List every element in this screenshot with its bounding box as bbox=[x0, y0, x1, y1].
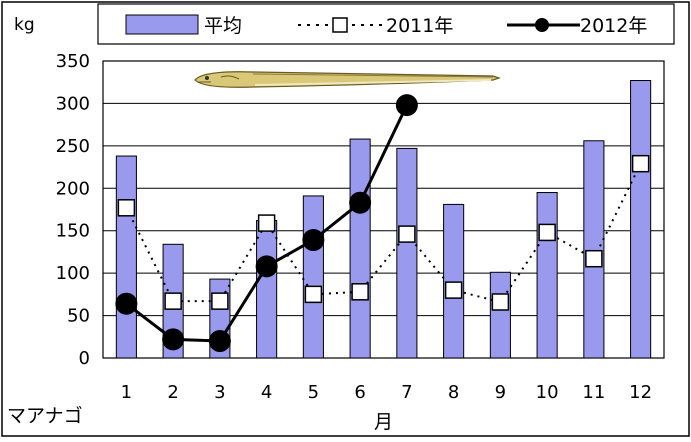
marker-2011 bbox=[631, 154, 650, 173]
marker-2011 bbox=[398, 225, 416, 243]
marker-2012 bbox=[208, 330, 231, 353]
y-unit-label: kg bbox=[14, 15, 35, 35]
bar-average bbox=[583, 140, 605, 359]
x-tick-label: 1 bbox=[121, 382, 132, 403]
line-series-2012 bbox=[115, 94, 418, 353]
y-tick-label: 350 bbox=[56, 51, 90, 72]
x-tick-label: 2 bbox=[167, 382, 178, 403]
marker-2011 bbox=[585, 249, 603, 268]
x-tick-label: 11 bbox=[582, 382, 605, 403]
legend-swatch-average bbox=[125, 14, 199, 35]
y-tick-label: 100 bbox=[56, 263, 90, 284]
y-tick-label: 50 bbox=[67, 306, 90, 327]
marker-2011 bbox=[491, 293, 510, 311]
x-tick-label: 4 bbox=[261, 382, 272, 403]
x-tick-label: 9 bbox=[495, 382, 506, 403]
x-tick-label: 5 bbox=[308, 382, 319, 403]
legend-label-average: 平均 bbox=[204, 15, 242, 37]
y-tick-label: 150 bbox=[56, 221, 90, 242]
y-tick-label: 250 bbox=[56, 136, 90, 157]
legend: 平均 2011年 2012年 bbox=[97, 3, 675, 45]
y-axis-ticks: 0 50 100 150 200 250 300 350 bbox=[56, 51, 90, 369]
marker-2011 bbox=[164, 292, 182, 310]
legend-marker-2012 bbox=[535, 18, 549, 32]
marker-2011 bbox=[117, 199, 136, 217]
marker-2012 bbox=[255, 255, 278, 278]
x-tick-label: 10 bbox=[536, 382, 559, 403]
marker-2012 bbox=[162, 328, 185, 351]
bar-average bbox=[489, 271, 511, 359]
marker-2011 bbox=[211, 292, 229, 310]
marker-2012 bbox=[395, 94, 418, 117]
y-tick-label: 0 bbox=[79, 348, 90, 369]
marker-2012 bbox=[302, 229, 325, 252]
bar-average bbox=[302, 195, 324, 359]
x-tick-label: 3 bbox=[214, 382, 225, 403]
bar-average bbox=[115, 155, 137, 359]
gridlines bbox=[103, 102, 664, 317]
marker-2012 bbox=[349, 191, 372, 214]
plot-area bbox=[102, 60, 665, 359]
x-tick-label: 8 bbox=[448, 382, 459, 403]
conger-eel-illustration bbox=[194, 71, 501, 88]
line-series-2011 bbox=[117, 154, 650, 311]
y-tick-label: 200 bbox=[56, 178, 90, 199]
x-axis-title: 月 bbox=[374, 411, 393, 433]
bar-average bbox=[396, 147, 418, 359]
legend-label-2012: 2012年 bbox=[580, 15, 647, 37]
y-tick-label: 300 bbox=[56, 93, 90, 114]
legend-label-2011: 2011年 bbox=[386, 15, 453, 37]
x-tick-label: 7 bbox=[401, 382, 412, 403]
marker-2011 bbox=[538, 223, 556, 242]
legend-marker-2011 bbox=[332, 17, 348, 33]
x-axis-ticks: 1 2 3 4 5 6 7 8 9 10 11 12 bbox=[121, 382, 652, 403]
bar-average bbox=[536, 192, 558, 359]
species-label: マアナゴ bbox=[7, 405, 83, 427]
marker-2011 bbox=[304, 285, 323, 304]
marker-2011 bbox=[351, 283, 369, 301]
marker-2011 bbox=[444, 281, 463, 299]
bar-average bbox=[443, 203, 465, 359]
bar-average bbox=[256, 220, 278, 359]
marker-2011 bbox=[257, 214, 276, 232]
bar-average bbox=[630, 80, 652, 359]
marker-2012 bbox=[115, 292, 138, 315]
x-tick-label: 6 bbox=[354, 382, 365, 403]
bar-average bbox=[349, 138, 371, 359]
x-tick-label: 12 bbox=[629, 382, 652, 403]
